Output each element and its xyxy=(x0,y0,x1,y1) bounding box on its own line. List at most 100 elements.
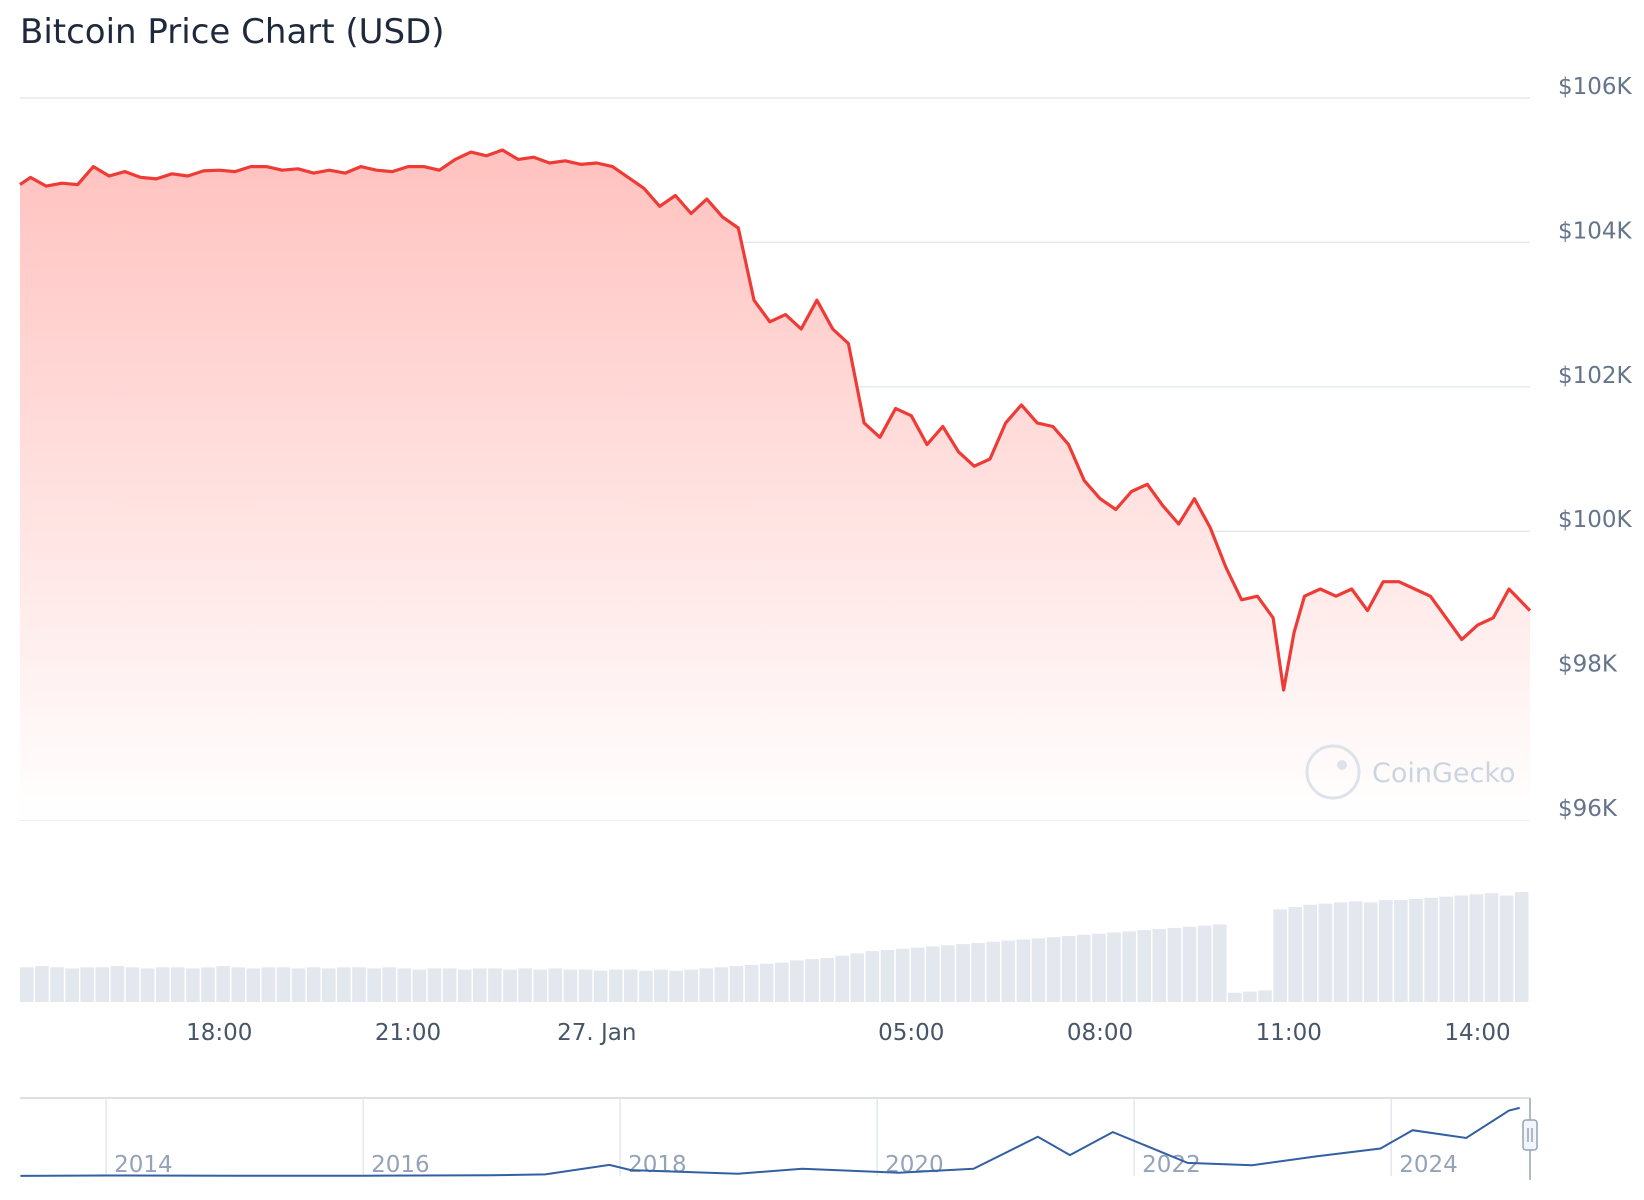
volume-bar xyxy=(669,970,683,1002)
volume-bar xyxy=(775,962,789,1002)
volume-bar xyxy=(1077,934,1091,1002)
x-tick-label: 11:00 xyxy=(1256,1020,1322,1046)
volume-bars xyxy=(20,892,1529,1002)
volume-bar xyxy=(910,947,925,1002)
volume-bar xyxy=(1212,924,1227,1002)
volume-bar xyxy=(1228,992,1242,1002)
gecko-eye-icon xyxy=(1337,760,1347,770)
volume-bar xyxy=(608,969,623,1002)
volume-bar xyxy=(1031,938,1046,1002)
volume-bar xyxy=(518,968,532,1002)
x-tick-label: 18:00 xyxy=(186,1020,252,1046)
y-tick-label: $104K xyxy=(1558,218,1633,244)
volume-bar xyxy=(1182,926,1197,1002)
volume-bar xyxy=(1016,939,1031,1002)
x-tick-label: 05:00 xyxy=(878,1020,944,1046)
volume-bar xyxy=(729,966,744,1002)
volume-bar xyxy=(578,969,593,1002)
volume-bar xyxy=(503,969,517,1002)
volume-bar xyxy=(654,969,668,1002)
navigator-year-label: 2020 xyxy=(885,1152,944,1178)
volume-bar xyxy=(397,968,412,1002)
volume-bar xyxy=(65,968,79,1002)
volume-bar xyxy=(624,969,638,1002)
volume-bar xyxy=(956,944,970,1002)
volume-bar xyxy=(744,964,759,1002)
chart-title: Bitcoin Price Chart (USD) xyxy=(20,12,445,52)
volume-bar xyxy=(1318,903,1333,1002)
volume-bar xyxy=(276,967,291,1002)
volume-bar xyxy=(850,953,865,1002)
volume-bar xyxy=(1303,904,1318,1002)
volume-bar xyxy=(880,949,895,1002)
volume-bar xyxy=(473,968,487,1002)
volume-bar xyxy=(941,945,955,1002)
price-line[interactable] xyxy=(19,148,1532,692)
volume-bar xyxy=(714,967,729,1002)
volume-bar xyxy=(1409,898,1423,1002)
volume-bar xyxy=(216,966,230,1002)
volume-bar xyxy=(95,967,110,1002)
volume-bar xyxy=(1137,930,1151,1002)
price-line-group[interactable] xyxy=(19,148,1532,692)
volume-bar xyxy=(110,966,125,1002)
volume-bar xyxy=(548,968,563,1002)
volume-bar xyxy=(1197,925,1212,1002)
navigator-year-label: 2014 xyxy=(114,1152,173,1178)
volume-bar xyxy=(1484,893,1499,1002)
volume-bar xyxy=(1439,896,1453,1002)
volume-bar xyxy=(1454,895,1469,1002)
volume-bar xyxy=(1348,901,1363,1002)
volume-bar xyxy=(1167,927,1182,1002)
volume-bar xyxy=(322,968,336,1002)
volume-bar xyxy=(1424,897,1438,1002)
volume-bar xyxy=(820,958,834,1002)
navigator-handle[interactable] xyxy=(1522,1119,1538,1151)
volume-bar xyxy=(1363,902,1378,1002)
volume-bar xyxy=(639,970,653,1002)
y-tick-label: $106K xyxy=(1558,74,1633,100)
volume-bar xyxy=(20,967,34,1002)
volume-bar xyxy=(1258,990,1272,1002)
volume-bar xyxy=(382,967,396,1002)
volume-bar xyxy=(805,959,819,1002)
x-axis: 18:00 21:00 27. Jan 05:00 08:00 11:00 14:00 xyxy=(186,1020,1511,1046)
navigator-year-label: 2016 xyxy=(371,1152,430,1178)
volume-bar xyxy=(352,967,366,1002)
volume-bar xyxy=(1107,932,1121,1002)
volume-bar xyxy=(427,968,442,1002)
volume-bar xyxy=(306,967,321,1002)
volume-bar xyxy=(1046,937,1061,1002)
coingecko-watermark: CoinGecko xyxy=(1305,744,1516,800)
volume-bar xyxy=(367,968,381,1002)
volume-bar xyxy=(1499,895,1514,1002)
volume-bar xyxy=(231,967,245,1002)
volume-bar xyxy=(50,967,64,1002)
volume-bar xyxy=(261,967,276,1002)
volume-bar xyxy=(412,969,427,1002)
price-area xyxy=(20,150,1530,820)
volume-bar xyxy=(186,968,200,1002)
volume-bar xyxy=(1152,929,1167,1002)
volume-bar xyxy=(971,942,985,1002)
volume-bar xyxy=(1243,991,1257,1002)
volume-bar xyxy=(1514,892,1529,1002)
y-tick-label: $100K xyxy=(1558,507,1633,533)
volume-bar xyxy=(442,968,457,1002)
navigator-year-label: 2024 xyxy=(1399,1152,1458,1178)
volume-bar xyxy=(337,967,351,1002)
y-tick-label: $96K xyxy=(1558,796,1618,822)
y-tick-label: $102K xyxy=(1558,363,1633,389)
y-axis: $96K $98K $100K $102K $104K $106K xyxy=(1558,74,1633,822)
volume-bar xyxy=(140,968,155,1002)
volume-bar xyxy=(835,955,849,1002)
range-navigator[interactable]: 2014 2016 2018 2020 2022 2024 xyxy=(20,1097,1538,1180)
volume-bar xyxy=(1469,894,1484,1002)
y-tick-label: $98K xyxy=(1558,652,1618,678)
volume-bar xyxy=(1001,940,1016,1002)
volume-bar xyxy=(684,969,698,1002)
volume-bar xyxy=(1394,900,1408,1002)
volume-bar xyxy=(201,967,215,1002)
navigator-line xyxy=(20,1106,1520,1177)
